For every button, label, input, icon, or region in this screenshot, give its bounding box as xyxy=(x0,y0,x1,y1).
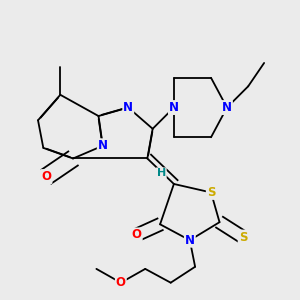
Text: O: O xyxy=(116,276,126,289)
Text: S: S xyxy=(238,230,247,244)
Text: O: O xyxy=(41,170,52,183)
Text: N: N xyxy=(123,101,133,114)
Text: O: O xyxy=(132,228,142,242)
Text: N: N xyxy=(222,101,232,114)
Text: N: N xyxy=(185,234,195,247)
Text: N: N xyxy=(169,101,179,114)
Text: H: H xyxy=(157,168,166,178)
Text: N: N xyxy=(98,139,108,152)
Text: S: S xyxy=(207,186,215,199)
